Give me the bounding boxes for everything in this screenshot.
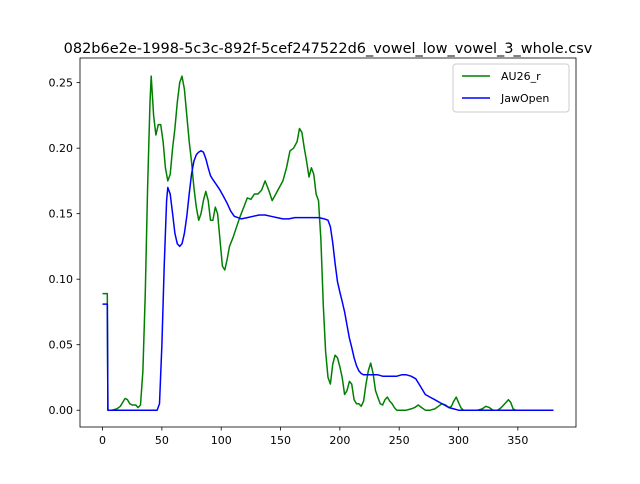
legend-label-jawopen: JawOpen bbox=[500, 92, 549, 105]
x-tick-label: 200 bbox=[329, 434, 350, 447]
series-line-jawopen bbox=[102, 150, 554, 411]
x-tick-label: 0 bbox=[99, 434, 106, 447]
y-tick-label: 0.10 bbox=[49, 273, 74, 286]
y-tick-label: 0.00 bbox=[49, 404, 74, 417]
y-tick-label: 0.25 bbox=[49, 77, 74, 90]
axes-frame bbox=[79, 57, 577, 428]
x-tick-label: 50 bbox=[155, 434, 169, 447]
x-tick-label: 350 bbox=[507, 434, 528, 447]
x-tick-label: 150 bbox=[270, 434, 291, 447]
x-tick-label: 300 bbox=[448, 434, 469, 447]
y-tick-label: 0.15 bbox=[49, 208, 74, 221]
y-tick-label: 0.20 bbox=[49, 142, 74, 155]
chart-title: 082b6e2e-1998-5c3c-892f-5cef247522d6_vow… bbox=[64, 41, 593, 57]
x-tick-label: 250 bbox=[389, 434, 410, 447]
plot-area: 0 50 100 150 200 250 300 350 0.00 0.05 0.10 0.15 0.2… bbox=[49, 57, 577, 447]
x-tick-label: 100 bbox=[211, 434, 232, 447]
legend: AU26_r JawOpen bbox=[452, 63, 570, 113]
y-tick-label: 0.05 bbox=[49, 339, 74, 352]
legend-label-au26-r: AU26_r bbox=[501, 70, 541, 83]
